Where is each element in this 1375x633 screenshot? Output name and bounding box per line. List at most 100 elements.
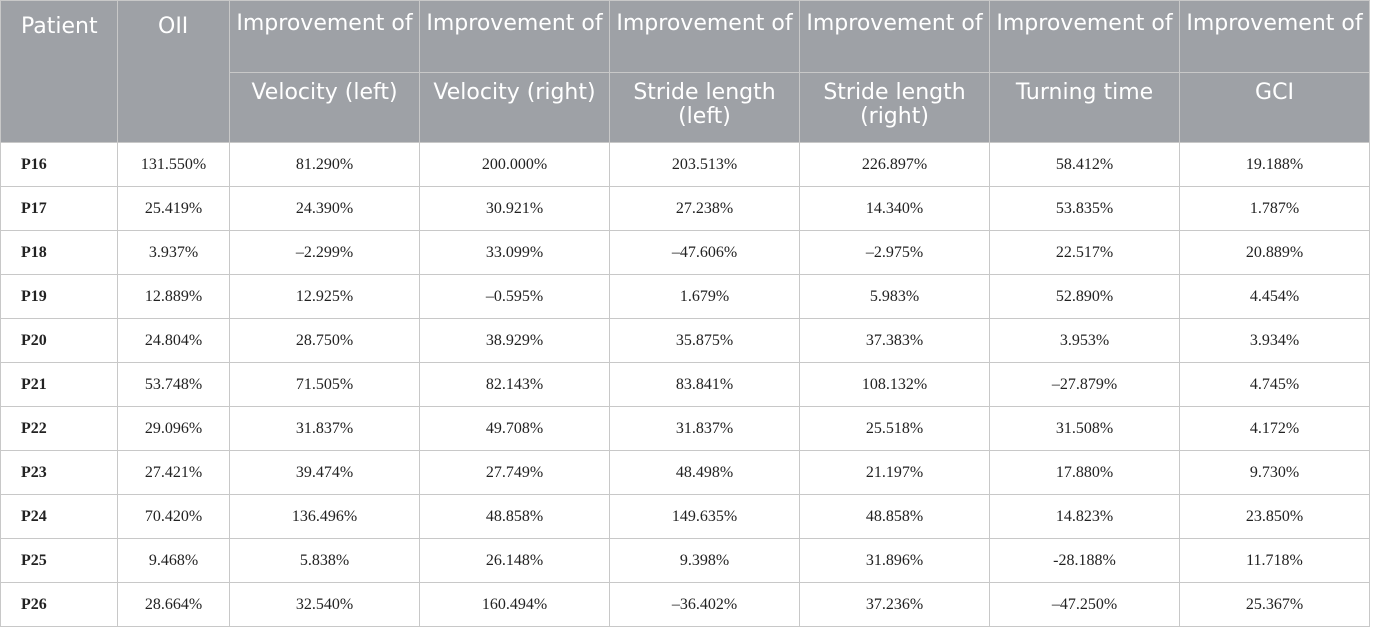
table-row: P18 3.937% –2.299% 33.099% –47.606% –2.975% 22… xyxy=(0,230,1370,275)
velocity-right-cell: 27.749% xyxy=(419,450,610,495)
stride-left-cell: 27.238% xyxy=(609,186,800,231)
stride-left-cell: 83.841% xyxy=(609,362,800,407)
stride-left-cell: 149.635% xyxy=(609,494,800,539)
oii-cell: 9.468% xyxy=(117,538,230,583)
patient-id-cell: P17 xyxy=(0,186,118,231)
turning-time-cell: 31.508% xyxy=(989,406,1180,451)
stride-right-cell: 37.236% xyxy=(799,582,990,627)
table-row: P16 131.550% 81.290% 200.000% 203.513% 226.89… xyxy=(0,142,1370,187)
velocity-right-cell: 26.148% xyxy=(419,538,610,583)
gci-cell: 1.787% xyxy=(1179,186,1370,231)
velocity-right-cell: 49.708% xyxy=(419,406,610,451)
velocity-left-cell: 24.390% xyxy=(229,186,420,231)
velocity-left-cell: 31.837% xyxy=(229,406,420,451)
stride-left-cell: 203.513% xyxy=(609,142,800,187)
patient-id-cell: P23 xyxy=(0,450,118,495)
stride-left-cell: 35.875% xyxy=(609,318,800,363)
patient-id-cell: P20 xyxy=(0,318,118,363)
velocity-left-cell: 5.838% xyxy=(229,538,420,583)
col-header-velocity-right: Velocity (right) xyxy=(419,72,610,143)
table-row: P19 12.889% 12.925% –0.595% 1.679% 5.983% 52.8… xyxy=(0,274,1370,319)
turning-time-cell: 14.823% xyxy=(989,494,1180,539)
table-row: P21 53.748% 71.505% 82.143% 83.841% 108.132% –… xyxy=(0,362,1370,407)
col-header-stride-right: Stride length (right) xyxy=(799,72,990,143)
col-header-oii: OII xyxy=(117,0,230,143)
patient-id-cell: P25 xyxy=(0,538,118,583)
stride-right-cell: 5.983% xyxy=(799,274,990,319)
oii-cell: 131.550% xyxy=(117,142,230,187)
gci-cell: 4.172% xyxy=(1179,406,1370,451)
oii-cell: 25.419% xyxy=(117,186,230,231)
stride-right-cell: 48.858% xyxy=(799,494,990,539)
table-header: Patient OII Improvement of Improvement o… xyxy=(0,0,1370,143)
col-header-improvement: Improvement of xyxy=(989,0,1180,73)
table-row: P20 24.804% 28.750% 38.929% 35.875% 37.383% 3.… xyxy=(0,318,1370,363)
gci-cell: 20.889% xyxy=(1179,230,1370,275)
turning-time-cell: 22.517% xyxy=(989,230,1180,275)
stride-right-cell: 25.518% xyxy=(799,406,990,451)
velocity-left-cell: 12.925% xyxy=(229,274,420,319)
col-header-stride-left: Stride length (left) xyxy=(609,72,800,143)
oii-cell: 29.096% xyxy=(117,406,230,451)
stride-left-cell: 31.837% xyxy=(609,406,800,451)
velocity-right-cell: 48.858% xyxy=(419,494,610,539)
turning-time-cell: 17.880% xyxy=(989,450,1180,495)
patient-id-cell: P19 xyxy=(0,274,118,319)
oii-cell: 27.421% xyxy=(117,450,230,495)
turning-time-cell: -28.188% xyxy=(989,538,1180,583)
stride-right-cell: –2.975% xyxy=(799,230,990,275)
velocity-right-cell: 200.000% xyxy=(419,142,610,187)
stride-left-cell: 9.398% xyxy=(609,538,800,583)
oii-cell: 28.664% xyxy=(117,582,230,627)
turning-time-cell: 52.890% xyxy=(989,274,1180,319)
table-row: P17 25.419% 24.390% 30.921% 27.238% 14.340% 53… xyxy=(0,186,1370,231)
header-row-metrics: Velocity (left) Velocity (right) Stride … xyxy=(1,72,1370,143)
velocity-left-cell: 71.505% xyxy=(229,362,420,407)
gci-cell: 3.934% xyxy=(1179,318,1370,363)
gci-cell: 4.454% xyxy=(1179,274,1370,319)
turning-time-cell: –47.250% xyxy=(989,582,1180,627)
patient-id-cell: P24 xyxy=(0,494,118,539)
turning-time-cell: 53.835% xyxy=(989,186,1180,231)
oii-cell: 24.804% xyxy=(117,318,230,363)
header-row-top: Patient OII Improvement of Improvement o… xyxy=(0,0,1370,143)
velocity-right-cell: 33.099% xyxy=(419,230,610,275)
table-row: P23 27.421% 39.474% 27.749% 48.498% 21.197% 17… xyxy=(0,450,1370,495)
velocity-left-cell: 28.750% xyxy=(229,318,420,363)
stride-right-cell: 37.383% xyxy=(799,318,990,363)
patient-id-cell: P16 xyxy=(0,142,118,187)
patient-id-cell: P18 xyxy=(0,230,118,275)
velocity-left-cell: 39.474% xyxy=(229,450,420,495)
turning-time-cell: 3.953% xyxy=(989,318,1180,363)
turning-time-cell: 58.412% xyxy=(989,142,1180,187)
stride-left-cell: 1.679% xyxy=(609,274,800,319)
gci-cell: 4.745% xyxy=(1179,362,1370,407)
table-row: P25 9.468% 5.838% 26.148% 9.398% 31.896% -28.1… xyxy=(0,538,1370,583)
stride-left-cell: –47.606% xyxy=(609,230,800,275)
oii-cell: 12.889% xyxy=(117,274,230,319)
table-body: P16 131.550% 81.290% 200.000% 203.513% 226.89… xyxy=(0,142,1370,627)
velocity-left-cell: 32.540% xyxy=(229,582,420,627)
table-row: P24 70.420% 136.496% 48.858% 149.635% 48.858%… xyxy=(0,494,1370,539)
patient-id-cell: P21 xyxy=(0,362,118,407)
col-header-velocity-left: Velocity (left) xyxy=(229,72,420,143)
patient-id-cell: P22 xyxy=(0,406,118,451)
oii-cell: 53.748% xyxy=(117,362,230,407)
gci-cell: 23.850% xyxy=(1179,494,1370,539)
velocity-right-cell: 38.929% xyxy=(419,318,610,363)
stride-right-cell: 31.896% xyxy=(799,538,990,583)
gci-cell: 9.730% xyxy=(1179,450,1370,495)
velocity-right-cell: 82.143% xyxy=(419,362,610,407)
col-header-improvement: Improvement of xyxy=(799,0,990,73)
turning-time-cell: –27.879% xyxy=(989,362,1180,407)
velocity-left-cell: 136.496% xyxy=(229,494,420,539)
table-row: P22 29.096% 31.837% 49.708% 31.837% 25.518% 31… xyxy=(0,406,1370,451)
velocity-left-cell: –2.299% xyxy=(229,230,420,275)
velocity-right-cell: 160.494% xyxy=(419,582,610,627)
velocity-right-cell: 30.921% xyxy=(419,186,610,231)
oii-cell: 3.937% xyxy=(117,230,230,275)
col-header-gci: GCI xyxy=(1179,72,1370,143)
col-header-improvement: Improvement of xyxy=(229,0,420,73)
col-header-improvement: Improvement of xyxy=(1179,0,1370,73)
